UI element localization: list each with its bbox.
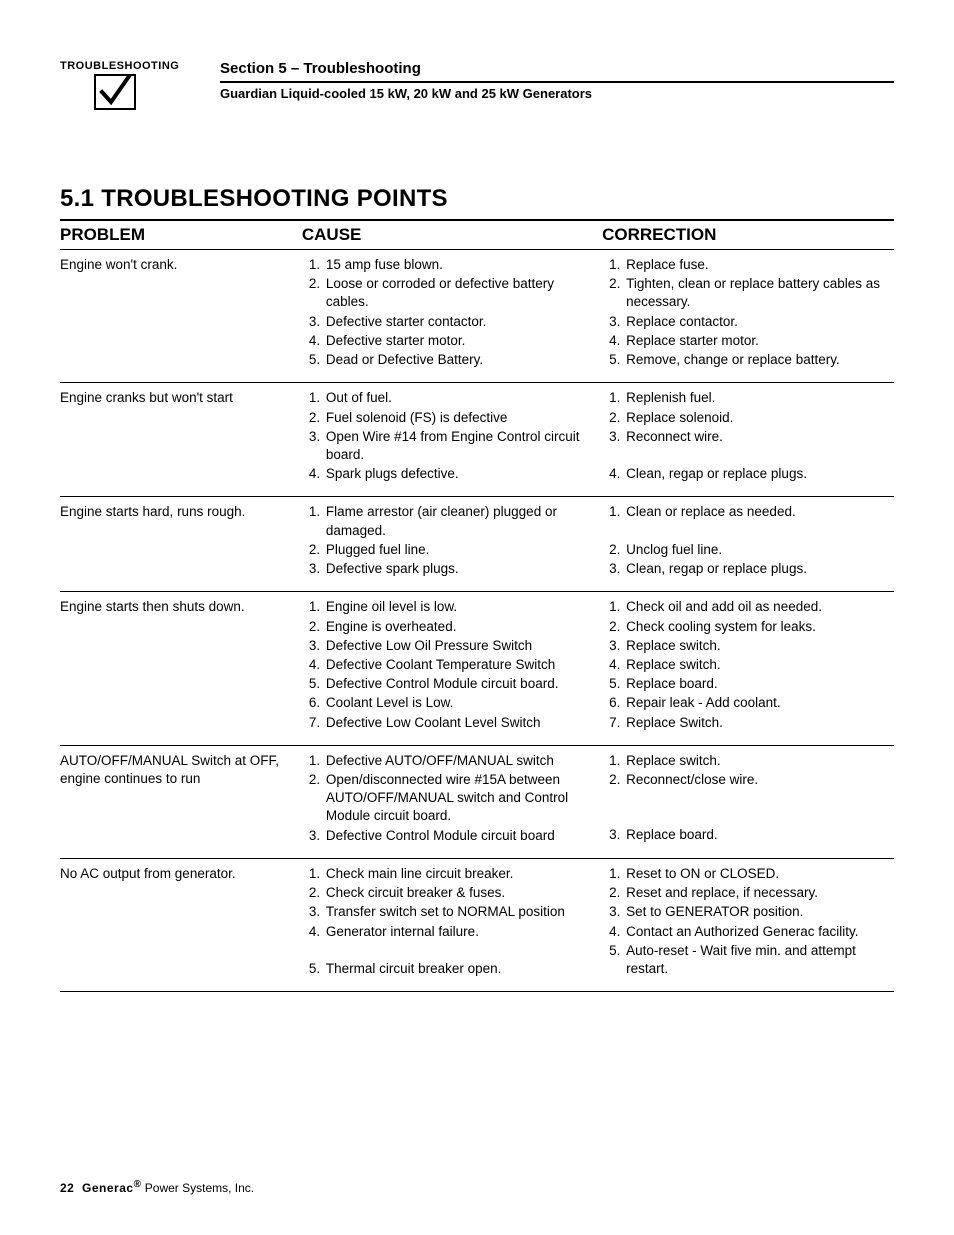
list-item: Generator internal failure. xyxy=(324,923,592,941)
list-item: Check cooling system for leaks. xyxy=(624,618,884,636)
list-item: Repair leak - Add coolant. xyxy=(624,694,884,712)
list-item: Coolant Level is Low. xyxy=(324,694,592,712)
list-item: Out of fuel. xyxy=(324,389,592,407)
cell-problem: Engine starts hard, runs rough. xyxy=(60,497,302,592)
list-item: Clean or replace as needed. xyxy=(624,503,884,521)
list-item: Replace switch. xyxy=(624,656,884,674)
cell-correction: Clean or replace as needed. Unclog fuel l… xyxy=(602,497,894,592)
col-header-correction: CORRECTION xyxy=(602,220,894,250)
list-item: Loose or corroded or defective battery c… xyxy=(324,275,592,311)
cell-cause: Engine oil level is low. Engine is overhe… xyxy=(302,592,602,746)
checkmark-icon xyxy=(94,74,136,115)
list-item: Check main line circuit breaker. xyxy=(324,865,592,883)
list-item: Flame arrestor (air cleaner) plugged or … xyxy=(324,503,592,539)
header-text-block: Section 5 – Troubleshooting Guardian Liq… xyxy=(170,60,894,101)
cell-correction: Replenish fuel. Replace solenoid.Reconnec… xyxy=(602,383,894,497)
cell-cause: 15 amp fuse blown.Loose or corroded or d… xyxy=(302,250,602,383)
header-icon-block: TROUBLESHOOTING xyxy=(60,60,170,115)
list-item: Replace board. xyxy=(624,826,884,844)
list-item: Defective Low Oil Pressure Switch xyxy=(324,637,592,655)
table-row: Engine won't crank.15 amp fuse blown.Loo… xyxy=(60,250,894,383)
list-item: Auto-reset - Wait five min. and attempt … xyxy=(624,942,884,978)
table-row: Engine starts then shuts down.Engine oil… xyxy=(60,592,894,746)
cell-correction: Check oil and add oil as needed. Check co… xyxy=(602,592,894,746)
list-item: Reset and replace, if necessary. xyxy=(624,884,884,902)
list-item: Defective Control Module circuit board. xyxy=(324,675,592,693)
list-item: Plugged fuel line. xyxy=(324,541,592,559)
cell-problem: No AC output from generator. xyxy=(60,858,302,991)
list-item: Check oil and add oil as needed. xyxy=(624,598,884,616)
list-item: Open/disconnected wire #15A between AUTO… xyxy=(324,771,592,826)
list-item: Set to GENERATOR position. xyxy=(624,903,884,921)
cell-problem: Engine won't crank. xyxy=(60,250,302,383)
list-item: Defective starter motor. xyxy=(324,332,592,350)
list-item: Thermal circuit breaker open. xyxy=(324,960,592,978)
cell-cause: Check main line circuit breaker.Check ci… xyxy=(302,858,602,991)
footer-brand: Generac xyxy=(82,1181,134,1195)
list-item: Contact an Authorized Generac facility. xyxy=(624,923,884,941)
list-item: Fuel solenoid (FS) is defective xyxy=(324,409,592,427)
table-body: Engine won't crank.15 amp fuse blown.Loo… xyxy=(60,250,894,992)
cell-cause: Out of fuel. Fuel solenoid (FS) is defect… xyxy=(302,383,602,497)
list-item: Defective Low Coolant Level Switch xyxy=(324,714,592,732)
list-item: Reconnect wire. xyxy=(624,428,884,446)
list-item: Clean, regap or replace plugs. xyxy=(624,465,884,483)
cell-correction: Replace fuse.Tighten, clean or replace b… xyxy=(602,250,894,383)
table-row: AUTO/OFF/MANUAL Switch at OFF, engine co… xyxy=(60,745,894,858)
list-item: Replace fuse. xyxy=(624,256,884,274)
list-item: Remove, change or replace battery. xyxy=(624,351,884,369)
list-item: 15 amp fuse blown. xyxy=(324,256,592,274)
table-row: Engine cranks but won't startOut of fuel… xyxy=(60,383,894,497)
header-icon-label: TROUBLESHOOTING xyxy=(60,60,170,72)
cell-correction: Replace switch.Reconnect/close wire. Repl… xyxy=(602,745,894,858)
list-item: Open Wire #14 from Engine Control circui… xyxy=(324,428,592,464)
list-item: Check circuit breaker & fuses. xyxy=(324,884,592,902)
list-item: Replace board. xyxy=(624,675,884,693)
list-item: Defective Control Module circuit board xyxy=(324,827,592,845)
col-header-problem: PROBLEM xyxy=(60,220,302,250)
troubleshooting-table: PROBLEM CAUSE CORRECTION Engine won't cr… xyxy=(60,219,894,992)
page-number: 22 xyxy=(60,1181,74,1195)
list-item: Replace switch. xyxy=(624,752,884,770)
list-item: Defective starter contactor. xyxy=(324,313,592,331)
list-item: Defective Coolant Temperature Switch xyxy=(324,656,592,674)
table-row: Engine starts hard, runs rough. Flame arr… xyxy=(60,497,894,592)
list-item: Replace switch. xyxy=(624,637,884,655)
cell-cause: Flame arrestor (air cleaner) plugged or … xyxy=(302,497,602,592)
cell-cause: Defective AUTO/OFF/MANUAL switchOpen/dis… xyxy=(302,745,602,858)
cell-problem: Engine cranks but won't start xyxy=(60,383,302,497)
footer-rest: Power Systems, Inc. xyxy=(141,1181,254,1195)
list-item: Replace contactor. xyxy=(624,313,884,331)
cell-problem: Engine starts then shuts down. xyxy=(60,592,302,746)
section-heading: 5.1 TROUBLESHOOTING POINTS xyxy=(60,185,894,213)
list-item: Engine oil level is low. xyxy=(324,598,592,616)
list-item: Defective AUTO/OFF/MANUAL switch xyxy=(324,752,592,770)
page-header: TROUBLESHOOTING Section 5 – Troubleshoot… xyxy=(60,60,894,115)
page-footer: 22 Generac® Power Systems, Inc. xyxy=(60,1179,254,1195)
list-item: Reconnect/close wire. xyxy=(624,771,884,789)
list-item: Tighten, clean or replace battery cables… xyxy=(624,275,884,311)
list-item: Transfer switch set to NORMAL position xyxy=(324,903,592,921)
col-header-cause: CAUSE xyxy=(302,220,602,250)
list-item: Replenish fuel. xyxy=(624,389,884,407)
list-item: Engine is overheated. xyxy=(324,618,592,636)
table-header-row: PROBLEM CAUSE CORRECTION xyxy=(60,220,894,250)
list-item: Replace solenoid. xyxy=(624,409,884,427)
section-subtitle: Guardian Liquid-cooled 15 kW, 20 kW and … xyxy=(220,81,894,101)
table-row: No AC output from generator.Check main l… xyxy=(60,858,894,991)
list-item: Dead or Defective Battery. xyxy=(324,351,592,369)
list-item: Replace starter motor. xyxy=(624,332,884,350)
cell-problem: AUTO/OFF/MANUAL Switch at OFF, engine co… xyxy=(60,745,302,858)
section-title: Section 5 – Troubleshooting xyxy=(220,60,894,77)
list-item: Spark plugs defective. xyxy=(324,465,592,483)
list-item: Defective spark plugs. xyxy=(324,560,592,578)
page: TROUBLESHOOTING Section 5 – Troubleshoot… xyxy=(0,0,954,1235)
list-item: Replace Switch. xyxy=(624,714,884,732)
list-item: Reset to ON or CLOSED. xyxy=(624,865,884,883)
list-item: Unclog fuel line. xyxy=(624,541,884,559)
cell-correction: Reset to ON or CLOSED.Reset and replace,… xyxy=(602,858,894,991)
list-item: Clean, regap or replace plugs. xyxy=(624,560,884,578)
